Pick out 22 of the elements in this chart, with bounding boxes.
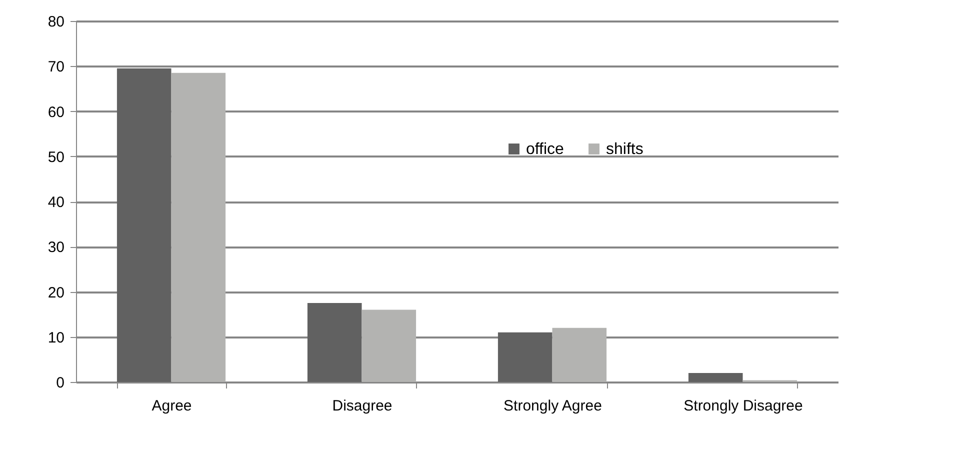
y-tick-label: 20 — [48, 284, 64, 302]
y-tick-label: 0 — [56, 374, 64, 392]
x-tick-label: Strongly Agree — [504, 398, 602, 414]
bar — [116, 68, 172, 382]
bar — [362, 310, 416, 382]
bar — [498, 332, 552, 382]
y-tick-label: 80 — [48, 14, 64, 30]
x-tick-label: Agree — [152, 398, 192, 414]
legend-label: office — [526, 141, 564, 158]
bar — [688, 372, 743, 382]
y-tick-label: 70 — [48, 58, 64, 76]
legend-label: shifts — [606, 141, 644, 158]
x-tick-label: Strongly Disagree — [684, 398, 803, 414]
y-tick-label: 40 — [48, 194, 64, 211]
y-tick-label: 30 — [48, 239, 64, 256]
y-tick-label: 60 — [48, 104, 64, 121]
y-tick-label: 10 — [48, 329, 64, 346]
bar — [307, 303, 362, 382]
bar — [171, 72, 226, 382]
bar — [552, 328, 607, 382]
y-tick-label: 50 — [48, 148, 64, 166]
x-tick-label: Disagree — [332, 398, 392, 414]
